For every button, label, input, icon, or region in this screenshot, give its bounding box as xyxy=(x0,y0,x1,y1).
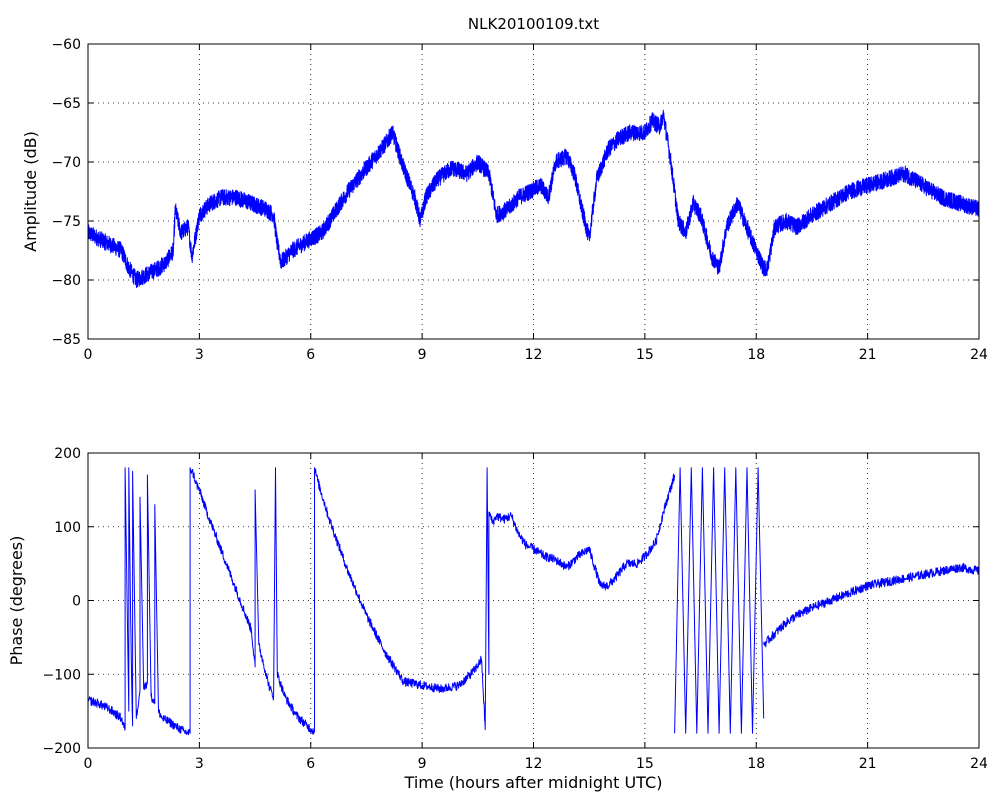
y-axis-label: Phase (degrees) xyxy=(7,536,26,666)
phase-axes: 0 3 6 9 12 15 18 21 24 −200 −100 0 100 200 Time (hours… xyxy=(7,446,988,792)
y-tick-label: −75 xyxy=(51,214,81,230)
x-axis-label: Time (hours after midnight UTC) xyxy=(404,773,663,792)
chart-title: NLK20100109.txt xyxy=(468,15,599,33)
y-tick-label: −100 xyxy=(43,667,81,683)
x-tick-label: 12 xyxy=(525,347,543,363)
x-tick-label: 9 xyxy=(418,347,427,363)
series-line xyxy=(88,467,676,736)
x-tick-label: 18 xyxy=(747,347,765,363)
x-tick-label: 18 xyxy=(747,756,765,772)
y-axis-label: Amplitude (dB) xyxy=(21,131,40,252)
series-group xyxy=(88,467,979,736)
y-tick-label: −60 xyxy=(51,37,81,53)
amplitude-axes: 0 3 6 9 12 15 18 21 24 −85 −80 −75 −70 −65 −60 NLK20100… xyxy=(21,15,988,363)
x-tick-label: 24 xyxy=(970,347,988,363)
x-tick-label: 21 xyxy=(859,756,877,772)
x-tick-label: 12 xyxy=(525,756,543,772)
series-group xyxy=(88,109,979,289)
series-line xyxy=(763,563,979,648)
y-tick-label: −70 xyxy=(51,155,81,171)
x-tick-label: 9 xyxy=(418,756,427,772)
y-tick-label: −65 xyxy=(51,96,81,112)
x-tick-label: 0 xyxy=(84,756,93,772)
x-tick-label: 15 xyxy=(636,347,654,363)
x-tick-label: 6 xyxy=(306,347,315,363)
x-tick-label: 6 xyxy=(306,756,315,772)
x-tick-label: 21 xyxy=(859,347,877,363)
x-tick-label: 0 xyxy=(84,347,93,363)
y-tick-label: −200 xyxy=(43,741,81,757)
series-line xyxy=(674,467,765,734)
series-line xyxy=(88,109,979,289)
x-tick-label: 3 xyxy=(195,756,204,772)
x-tick-label: 3 xyxy=(195,347,204,363)
y-tick-label: 0 xyxy=(72,594,81,610)
y-tick-label: −85 xyxy=(51,332,81,348)
y-tick-label: 200 xyxy=(54,446,81,462)
y-tick-label: 100 xyxy=(54,520,81,536)
x-tick-label: 15 xyxy=(636,756,654,772)
y-tick-label: −80 xyxy=(51,273,81,289)
x-tick-label: 24 xyxy=(970,756,988,772)
